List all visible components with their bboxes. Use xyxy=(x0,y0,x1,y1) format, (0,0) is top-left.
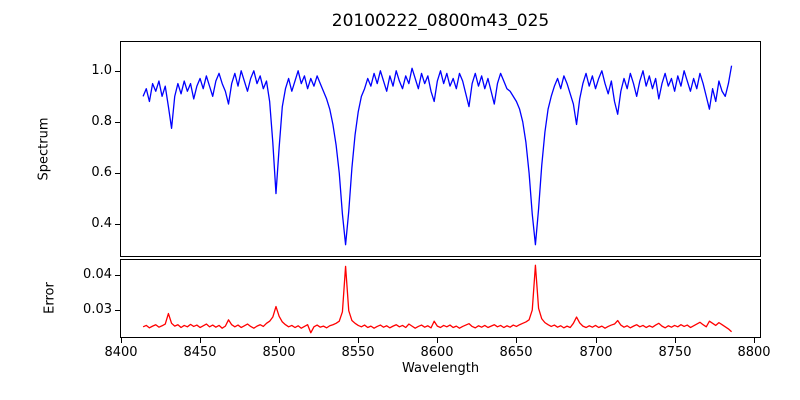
x-tick-mark xyxy=(596,338,597,343)
spectrum-y-tick-mark xyxy=(115,71,120,72)
spectrum-y-tick-mark xyxy=(115,173,120,174)
chart-title: 20100222_0800m43_025 xyxy=(331,11,550,31)
x-tick-label: 8450 xyxy=(183,345,217,360)
error-line xyxy=(142,264,733,334)
x-tick-label: 8800 xyxy=(737,345,771,360)
error-plot-svg xyxy=(142,264,733,334)
spectrum-y-tick-mark xyxy=(115,224,120,225)
spectrum-plot-svg xyxy=(142,65,733,246)
spectrum-y-tick-mark xyxy=(115,122,120,123)
error-y-tick-mark xyxy=(115,275,120,276)
x-tick-mark xyxy=(358,338,359,343)
x-tick-mark xyxy=(279,338,280,343)
error-y-tick-mark xyxy=(115,310,120,311)
x-tick-mark xyxy=(121,338,122,343)
spectrum-plot-area xyxy=(120,41,761,257)
spectrum-y-tick-label: 0.6 xyxy=(91,165,112,180)
x-tick-label: 8750 xyxy=(658,345,692,360)
error-y-axis-label: Error xyxy=(42,282,58,314)
spectrum-line xyxy=(142,65,733,246)
x-tick-label: 8550 xyxy=(341,345,375,360)
x-tick-label: 8600 xyxy=(420,345,454,360)
spectrum-y-tick-label: 0.4 xyxy=(91,216,112,231)
x-tick-mark xyxy=(754,338,755,343)
spectrum-y-tick-label: 0.8 xyxy=(91,114,112,129)
spectrum-y-axis-label: Spectrum xyxy=(36,117,52,181)
spectrum-y-tick-label: 1.0 xyxy=(91,63,112,78)
x-tick-label: 8400 xyxy=(104,345,138,360)
x-tick-mark xyxy=(675,338,676,343)
x-axis-label: Wavelength xyxy=(401,361,480,376)
x-tick-mark xyxy=(200,338,201,343)
error-y-tick-label: 0.04 xyxy=(83,267,112,282)
x-tick-label: 8650 xyxy=(499,345,533,360)
x-tick-mark xyxy=(437,338,438,343)
error-plot-area xyxy=(120,259,761,338)
x-tick-label: 8500 xyxy=(262,345,296,360)
error-y-tick-label: 0.03 xyxy=(83,302,112,317)
x-tick-label: 8700 xyxy=(579,345,613,360)
x-tick-mark xyxy=(516,338,517,343)
